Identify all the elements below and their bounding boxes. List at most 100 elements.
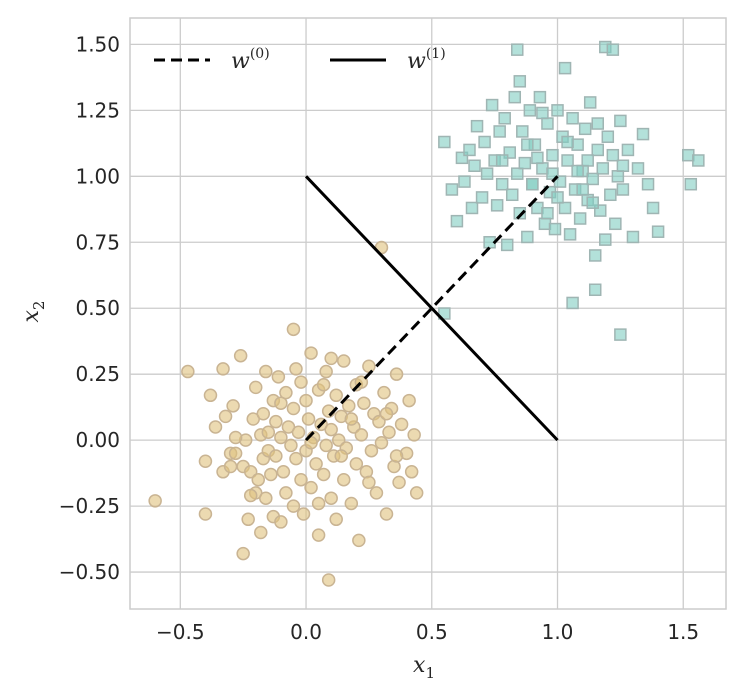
data-point-circle [148, 494, 162, 508]
data-point-square [523, 104, 537, 117]
data-point-circle [329, 512, 343, 527]
legend-label-w0: w(0) [231, 46, 270, 74]
data-point-circle [344, 496, 359, 511]
data-point-circle [377, 385, 391, 400]
data-point-circle [389, 449, 404, 463]
data-point-square [606, 148, 620, 162]
data-point-circle [407, 428, 421, 442]
data-point-square [495, 177, 509, 191]
y-tick-label: −0.50 [59, 560, 120, 584]
data-point-square [548, 222, 562, 236]
data-point-circle [299, 393, 313, 408]
data-point-square [599, 233, 612, 246]
data-point-square [478, 135, 491, 149]
data-point-square [455, 151, 469, 165]
data-point-circle [316, 377, 331, 392]
data-point-square [541, 206, 554, 220]
data-point-square [511, 167, 524, 180]
data-point-square [561, 135, 574, 149]
y-axis-label: x2 [19, 301, 48, 323]
data-point-square [518, 156, 532, 170]
data-point-square [581, 154, 594, 167]
x-tick-label: 0.5 [416, 620, 448, 644]
data-point-circle [392, 475, 406, 490]
tick-labels: −0.5 0.0 0.5 1.0 1.5 −0.50 −0.25 0.00 0.25 0.50 0.… [59, 32, 699, 644]
data-point-circle [289, 362, 303, 376]
data-point-square [546, 167, 559, 180]
data-point-circle [402, 393, 416, 408]
data-point-circle [274, 430, 288, 445]
data-point-circle [349, 457, 364, 471]
data-point-square [621, 143, 635, 157]
data-point-square [561, 154, 574, 167]
data-point-circle [311, 496, 326, 511]
data-point-square [576, 183, 589, 196]
data-point-square [566, 296, 579, 310]
data-point-circle [274, 515, 288, 529]
data-point-square [591, 143, 604, 157]
data-point-circle [374, 436, 389, 450]
legend-label-w1: w(1) [407, 46, 446, 74]
data-point-circle [271, 370, 286, 384]
data-point-circle [284, 438, 298, 453]
data-point-circle [181, 364, 195, 379]
data-point-square [503, 146, 516, 159]
plot-frame [129, 17, 727, 610]
data-point-square [578, 122, 592, 136]
data-point-square [591, 117, 604, 130]
data-point-square [586, 172, 599, 186]
data-point-square [531, 151, 544, 165]
y-tick-label: 1.50 [75, 32, 120, 56]
data-point-circle [228, 430, 243, 445]
data-point-circle [324, 422, 338, 437]
grid [130, 18, 726, 609]
data-point-circle [337, 354, 351, 368]
data-point-square [438, 135, 451, 149]
data-point-circle [404, 465, 419, 479]
data-point-square [684, 177, 698, 191]
legend: w(0) w(1) [154, 46, 446, 74]
data-point-circle [259, 364, 273, 379]
data-point-circle [319, 438, 333, 453]
data-point-square [611, 170, 625, 183]
data-point-circle [226, 399, 240, 413]
data-point-square [594, 204, 607, 217]
data-point-square [563, 228, 577, 241]
data-point-circle [264, 467, 278, 482]
data-point-circle [362, 475, 376, 490]
data-point-square [616, 183, 630, 196]
data-point-circle [357, 396, 371, 410]
data-point-circle [362, 359, 376, 374]
data-point-square [485, 98, 499, 112]
data-point-circle [354, 428, 369, 442]
data-point-circle [337, 472, 351, 487]
data-point-circle [324, 491, 338, 505]
data-point-circle [254, 525, 268, 540]
data-point-square [566, 112, 579, 125]
x-tick-label: 0.0 [290, 620, 322, 644]
data-point-square [490, 199, 504, 212]
data-point-square [450, 214, 464, 228]
data-point-square [641, 177, 655, 191]
data-point-circle [294, 472, 308, 487]
data-point-circle [342, 399, 356, 413]
y-tick-label: 0.00 [75, 428, 120, 452]
data-point-square [601, 130, 615, 143]
data-point-circle [279, 486, 293, 500]
data-point-circle [241, 512, 255, 527]
data-point-circle [394, 417, 409, 432]
data-point-circle [274, 396, 288, 410]
data-point-circle [286, 499, 301, 513]
data-point-square [475, 191, 489, 204]
data-point-circle [304, 346, 318, 360]
data-point-circle [382, 425, 396, 439]
data-point-circle [379, 507, 394, 521]
data-point-circle [233, 348, 248, 363]
data-point-circle [309, 457, 323, 471]
data-point-square [458, 175, 471, 188]
data-point-square [516, 125, 529, 138]
data-point-circle [289, 451, 303, 466]
data-point-square [546, 148, 559, 162]
data-point-circle [276, 465, 291, 479]
